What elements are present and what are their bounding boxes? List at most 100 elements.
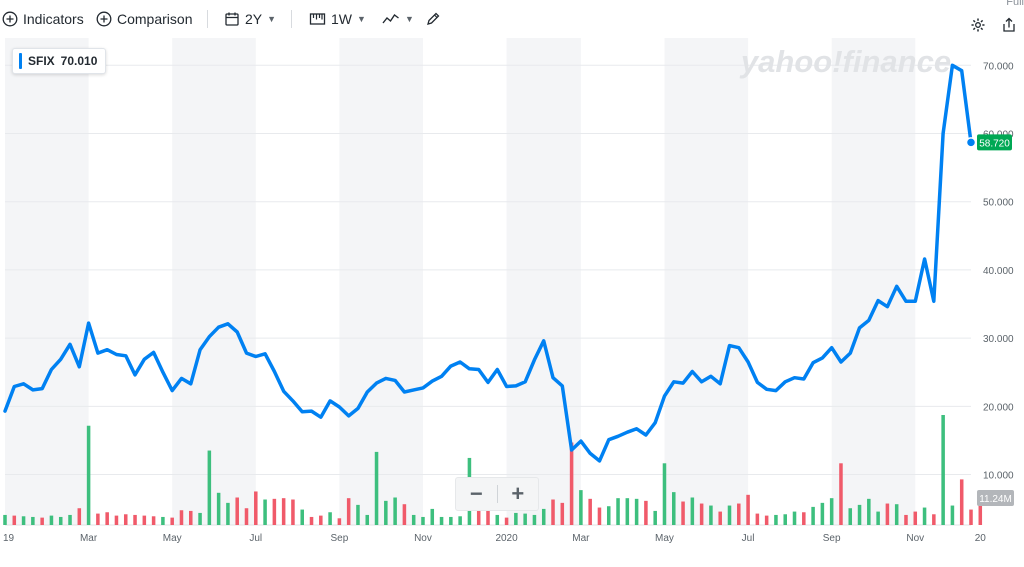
- volume-bar: [718, 511, 722, 525]
- chevron-down-icon: ▼: [405, 14, 414, 24]
- volume-bar: [393, 497, 397, 525]
- last-volume-badge: [977, 490, 1014, 506]
- volume-bar: [560, 502, 565, 525]
- date-range-dropdown[interactable]: 2Y ▼: [224, 8, 276, 30]
- volume-bar: [709, 505, 713, 525]
- x-tick-label: May: [163, 533, 182, 544]
- volume-bar: [672, 492, 676, 525]
- y-tick-label: 50.000: [983, 198, 1014, 209]
- plus-circle-icon: [96, 11, 112, 27]
- volume-bar: [857, 504, 862, 525]
- volume-bar: [328, 512, 332, 525]
- volume-bar: [746, 494, 750, 525]
- indicators-label: Indicators: [23, 11, 84, 27]
- volume-bar: [894, 504, 899, 525]
- volume-bar: [523, 513, 527, 525]
- x-tick-label: 20: [975, 533, 987, 544]
- volume-bar: [151, 516, 156, 525]
- volume-bar: [597, 507, 602, 525]
- volume-bar: [922, 507, 927, 525]
- interval-dropdown[interactable]: 1W ▼: [309, 8, 366, 30]
- volume-bar: [439, 516, 444, 525]
- volume-bar: [737, 503, 741, 525]
- y-tick-label: 30.000: [983, 334, 1014, 345]
- volume-bar: [235, 497, 239, 525]
- chevron-down-icon: ▼: [357, 14, 366, 24]
- volume-bar: [848, 508, 853, 525]
- period-band: [339, 38, 423, 525]
- x-tick-label: Jul: [742, 533, 755, 544]
- volume-bar: [783, 514, 787, 525]
- pencil-icon: [427, 12, 440, 25]
- volume-bar: [885, 503, 890, 525]
- series-legend[interactable]: SFIX 70.010: [12, 48, 107, 74]
- y-tick-label: 70.000: [983, 61, 1014, 72]
- volume-bar: [449, 516, 453, 525]
- x-tick-label: Sep: [330, 533, 348, 544]
- last-price-label: 58.720: [979, 138, 1010, 149]
- period-band: [831, 38, 916, 525]
- volume-bar: [254, 491, 258, 525]
- indicators-button[interactable]: Indicators: [2, 8, 84, 30]
- volume-bar: [579, 490, 583, 525]
- volume-bar: [207, 450, 212, 525]
- volume-bar: [216, 492, 221, 525]
- volume-bar: [272, 498, 277, 525]
- yahoo-finance-watermark: yahoo!finance: [739, 44, 951, 79]
- period-band: [506, 38, 581, 525]
- last-point-marker: [965, 137, 977, 148]
- chart-type-dropdown[interactable]: ▼: [382, 8, 414, 30]
- volume-bar: [3, 514, 7, 525]
- full-screen-label[interactable]: Full: [1006, 0, 1024, 8]
- volume-bar: [411, 514, 416, 525]
- volume-bar: [189, 510, 193, 525]
- gear-icon: [971, 18, 985, 32]
- volume-bar: [811, 506, 815, 525]
- x-tick-label: Mar: [80, 533, 98, 544]
- volume-bar: [114, 515, 119, 525]
- share-button[interactable]: [1002, 14, 1016, 36]
- x-tick-label: Jul: [249, 533, 262, 544]
- volume-bar: [486, 507, 490, 525]
- volume-bar: [365, 514, 370, 525]
- volume-bar: [40, 517, 44, 525]
- legend-color-swatch: [19, 53, 22, 69]
- volume-bar: [867, 498, 871, 525]
- chevron-down-icon: ▼: [267, 14, 277, 24]
- volume-bar: [123, 514, 128, 525]
- volume-bar: [458, 516, 462, 525]
- comparison-label: Comparison: [117, 11, 193, 27]
- volume-bar: [644, 500, 648, 525]
- legend-value: 70.010: [60, 54, 98, 68]
- volume-bar: [950, 505, 955, 525]
- volume-bar: [839, 463, 843, 525]
- x-tick-label: 19: [3, 533, 15, 544]
- zoom-divider: [496, 485, 498, 503]
- volume-bar: [161, 516, 165, 525]
- volume-bar: [699, 503, 704, 525]
- draw-button[interactable]: [425, 8, 441, 30]
- volume-bar: [932, 514, 936, 525]
- volume-bar: [876, 511, 880, 525]
- volume-bar: [634, 498, 639, 525]
- plus-circle-icon: [2, 11, 18, 27]
- volume-bar: [291, 499, 295, 525]
- interval-label: 1W: [331, 11, 352, 27]
- volume-bar: [802, 512, 806, 525]
- volume-bar: [300, 509, 304, 525]
- volume-bar: [68, 514, 72, 525]
- zoom-out-button[interactable]: −: [469, 481, 483, 506]
- toolbar-divider: [207, 10, 208, 28]
- zoom-in-button[interactable]: +: [511, 481, 525, 506]
- calendar-icon: [225, 12, 239, 26]
- settings-button[interactable]: [970, 14, 986, 36]
- volume-bar: [198, 512, 202, 525]
- period-band: [664, 38, 749, 525]
- volume-bar: [226, 502, 230, 525]
- comparison-button[interactable]: Comparison: [96, 8, 192, 30]
- volume-bar: [792, 511, 797, 525]
- volume-bar: [49, 515, 54, 525]
- volume-bar: [941, 415, 945, 525]
- volume-bar: [346, 498, 351, 525]
